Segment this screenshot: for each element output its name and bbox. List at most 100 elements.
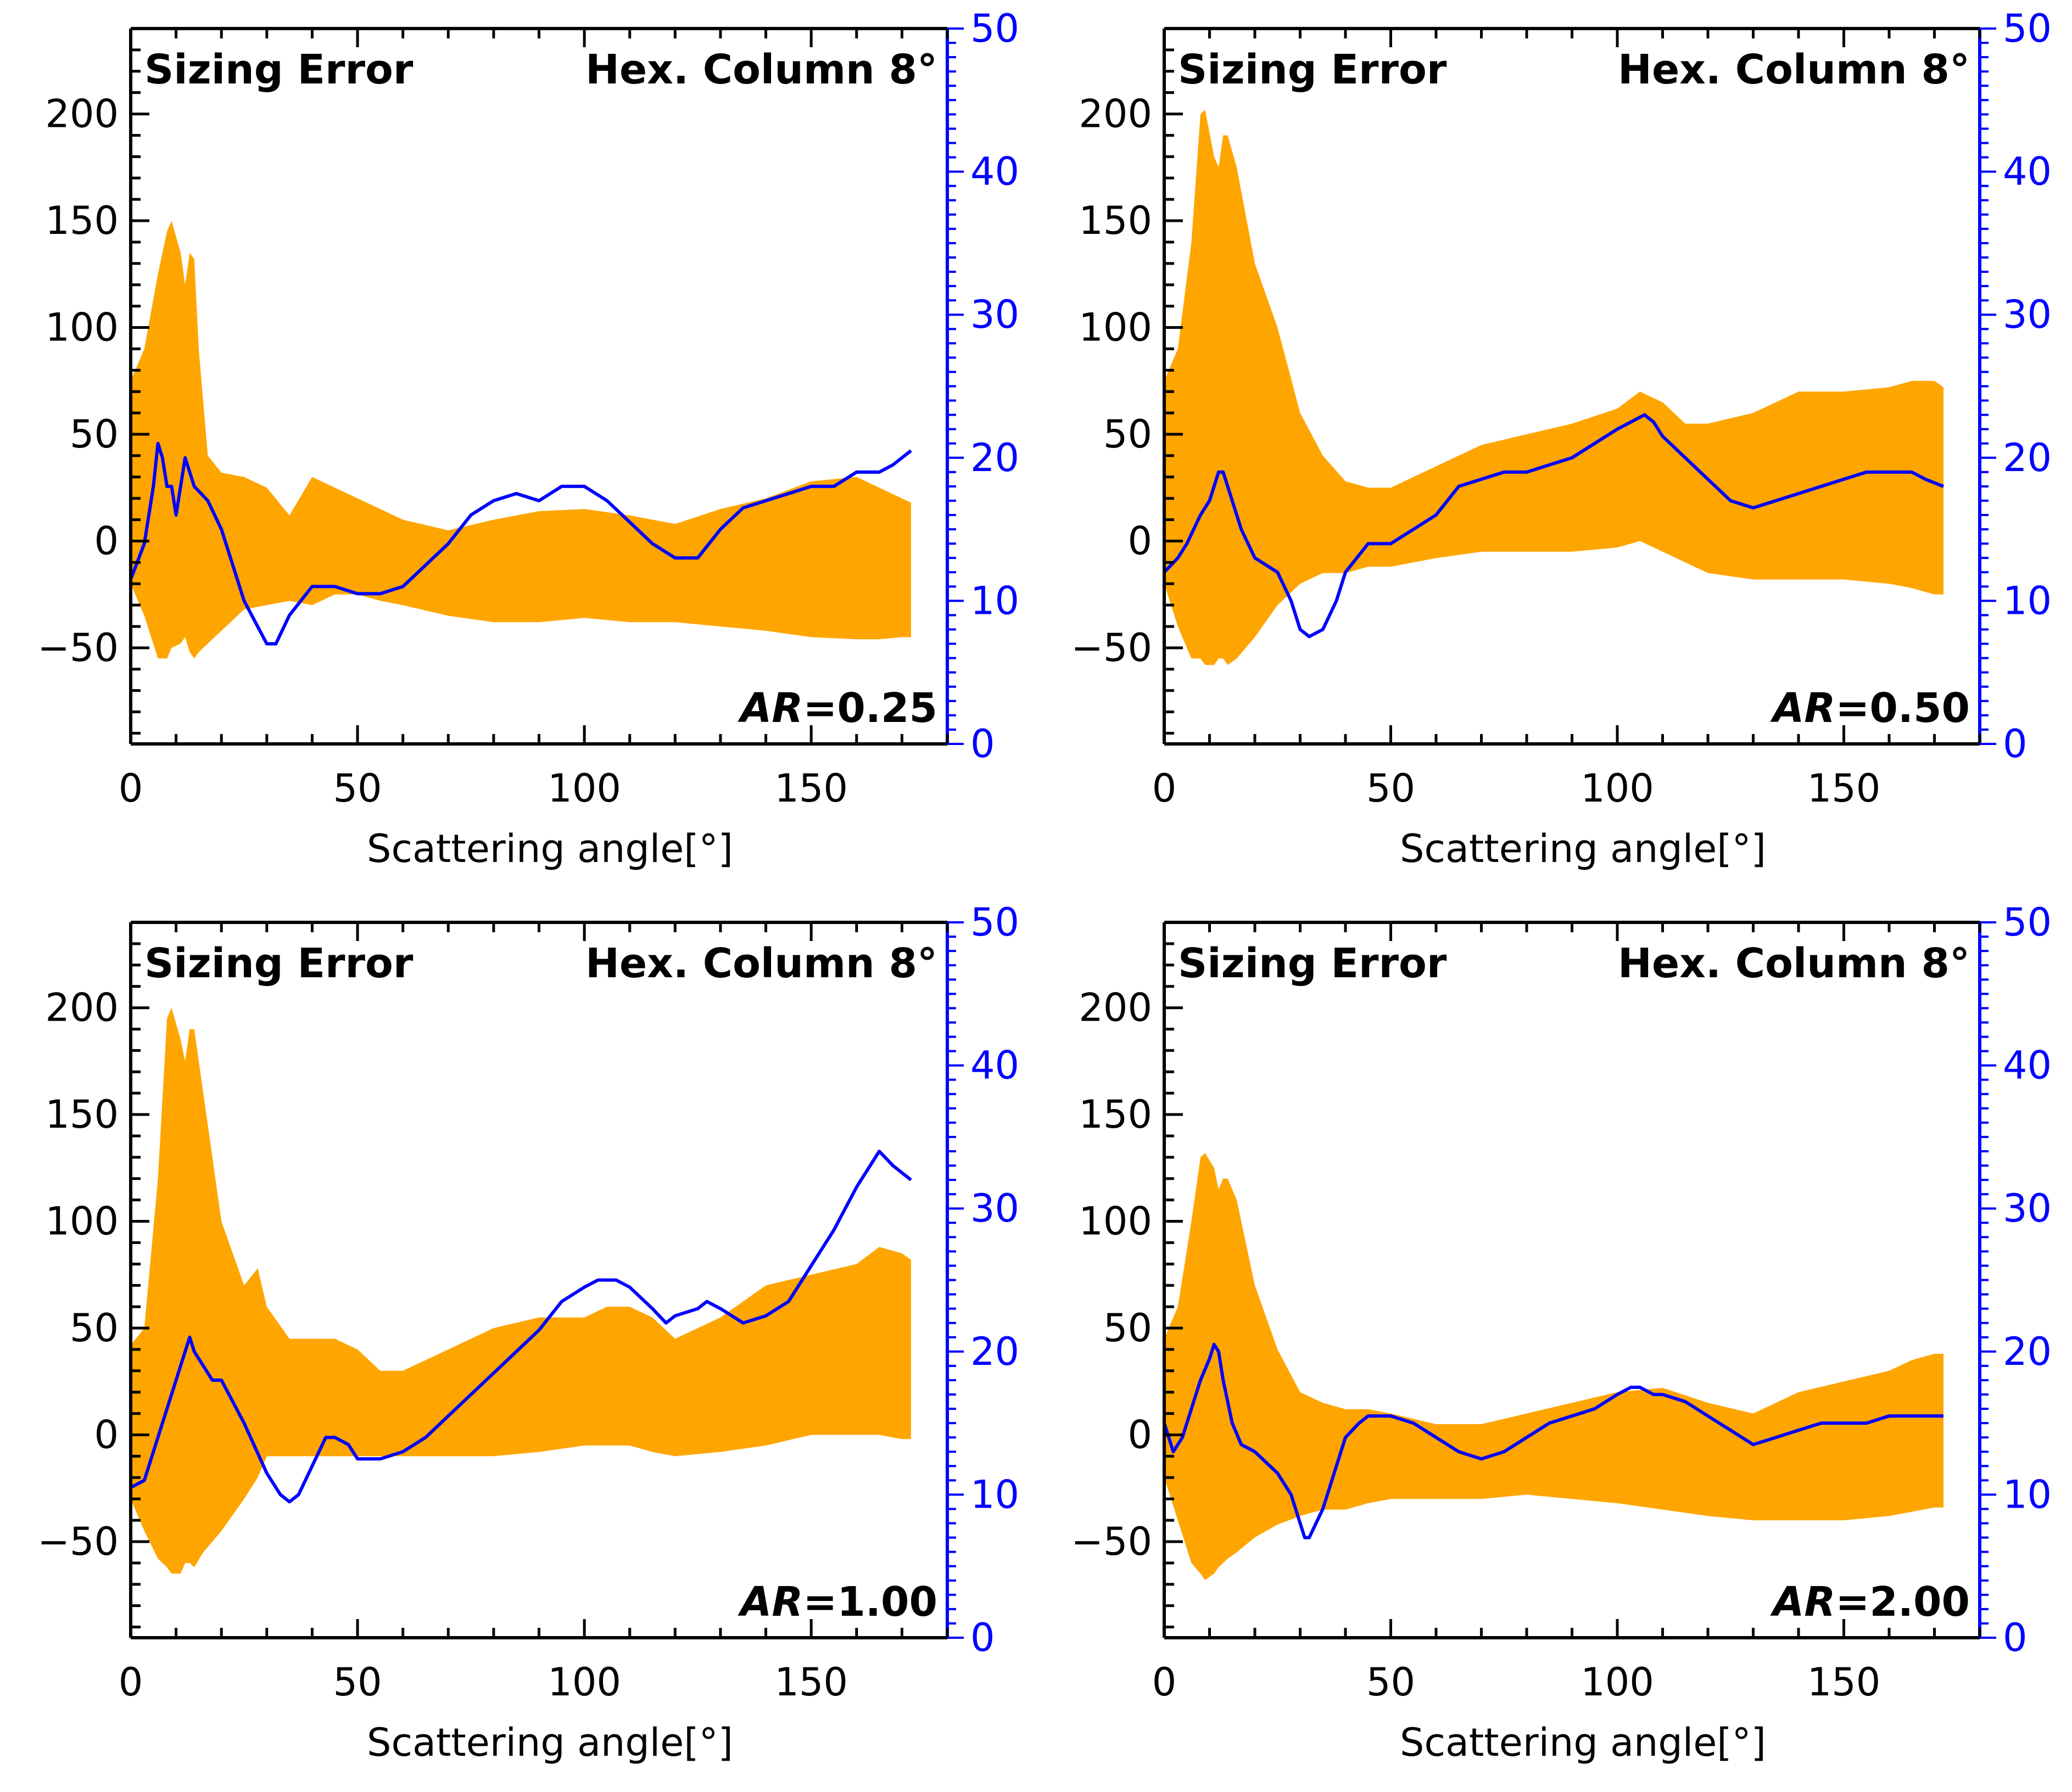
y2-tick-label: 10 bbox=[970, 1472, 1019, 1517]
aspect-ratio-label: AR=2.00 bbox=[1770, 1578, 1970, 1626]
aspect-ratio-symbol: AR bbox=[738, 1578, 803, 1626]
x-tick-label: 100 bbox=[548, 1660, 621, 1705]
y-tick-label: 200 bbox=[1079, 92, 1152, 137]
y-tick-label: 200 bbox=[1079, 985, 1152, 1031]
x-tick-label: 50 bbox=[1366, 766, 1415, 811]
y2-tick-label: 20 bbox=[2003, 435, 2052, 480]
x-tick-label: 150 bbox=[774, 766, 848, 811]
aspect-ratio-value: =1.00 bbox=[803, 1578, 937, 1626]
aspect-ratio-label: AR=1.00 bbox=[738, 1578, 937, 1626]
y2-tick-label: 50 bbox=[970, 6, 1019, 51]
y-tick-label: −50 bbox=[37, 625, 119, 670]
x-axis-label: Scattering angle[°] bbox=[1400, 1720, 1766, 1765]
y2-tick-label: 50 bbox=[970, 900, 1019, 945]
aspect-ratio-label: AR=0.25 bbox=[738, 685, 937, 732]
x-tick-label: 50 bbox=[333, 1660, 382, 1705]
y2-tick-label: 10 bbox=[2003, 578, 2052, 623]
chart-panel-3: 0 50 100 150 −50 0 50 100 150 200 0 10 20 30 40 50 Sizin… bbox=[37, 900, 1019, 1765]
error-band bbox=[1164, 109, 1943, 665]
x-axis-label: Scattering angle[°] bbox=[367, 1720, 733, 1765]
panel-subtitle: Hex. Column 8° bbox=[585, 46, 937, 93]
y-tick-label: 150 bbox=[45, 198, 119, 243]
y2-tick-label: 0 bbox=[970, 1615, 995, 1660]
x-tick-label: 100 bbox=[548, 766, 621, 811]
y2-tick-label: 40 bbox=[970, 1043, 1019, 1088]
y-tick-label: −50 bbox=[1071, 1519, 1152, 1564]
y-tick-label: −50 bbox=[37, 1519, 119, 1564]
error-band bbox=[131, 1007, 911, 1574]
x-tick-label: 150 bbox=[774, 1660, 848, 1705]
x-axis-label: Scattering angle[°] bbox=[367, 826, 733, 871]
chart-panel-2: 0 50 100 150 −50 0 50 100 150 200 0 10 20 30 40 50 Sizin… bbox=[1071, 6, 2052, 871]
x-tick-label: 0 bbox=[119, 766, 143, 811]
y-tick-label: 50 bbox=[70, 412, 119, 457]
y2-tick-label: 30 bbox=[970, 1186, 1019, 1231]
x-tick-label: 0 bbox=[1152, 1660, 1177, 1705]
y2-tick-label: 50 bbox=[2003, 900, 2052, 945]
aspect-ratio-symbol: AR bbox=[1770, 1578, 1835, 1626]
y2-tick-label: 20 bbox=[970, 1329, 1019, 1374]
panel-title: Sizing Error bbox=[144, 940, 414, 987]
aspect-ratio-symbol: AR bbox=[738, 685, 803, 732]
x-tick-label: 0 bbox=[119, 1660, 143, 1705]
series-line bbox=[1163, 413, 1945, 639]
series-line bbox=[129, 441, 912, 646]
chart-panel-4: 0 50 100 150 −50 0 50 100 150 200 0 10 20 30 40 50 Sizin… bbox=[1071, 900, 2052, 1765]
y2-tick-label: 40 bbox=[2003, 149, 2052, 194]
y2-tick-label: 30 bbox=[2003, 1186, 2052, 1231]
y-tick-label: 200 bbox=[45, 92, 119, 137]
y-tick-label: 50 bbox=[1103, 1306, 1152, 1351]
y-tick-label: 100 bbox=[1079, 1199, 1152, 1244]
y2-tick-label: 0 bbox=[2003, 721, 2028, 766]
aspect-ratio-symbol: AR bbox=[1770, 685, 1835, 732]
aspect-ratio-value: =0.50 bbox=[1835, 685, 1970, 732]
y2-tick-label: 50 bbox=[2003, 6, 2052, 51]
y2-tick-label: 30 bbox=[2003, 292, 2052, 337]
y-tick-label: 0 bbox=[1127, 518, 1152, 563]
y-tick-label: 100 bbox=[1079, 305, 1152, 350]
y2-tick-label: 10 bbox=[970, 578, 1019, 623]
y-tick-label: 0 bbox=[1127, 1412, 1152, 1457]
y2-tick-label: 20 bbox=[970, 435, 1019, 480]
x-tick-label: 100 bbox=[1580, 766, 1654, 811]
panel-subtitle: Hex. Column 8° bbox=[1618, 940, 1970, 987]
y2-tick-label: 40 bbox=[2003, 1043, 2052, 1088]
panel-title: Sizing Error bbox=[144, 46, 414, 93]
y2-tick-label: 40 bbox=[970, 149, 1019, 194]
panel-subtitle: Hex. Column 8° bbox=[585, 940, 937, 987]
panel-subtitle: Hex. Column 8° bbox=[1618, 46, 1970, 93]
y2-tick-label: 0 bbox=[2003, 1615, 2028, 1660]
y2-tick-label: 0 bbox=[970, 721, 995, 766]
error-band bbox=[131, 221, 911, 659]
y2-tick-label: 20 bbox=[2003, 1329, 2052, 1374]
aspect-ratio-label: AR=0.50 bbox=[1770, 685, 1970, 732]
y-tick-label: −50 bbox=[1071, 625, 1152, 670]
x-tick-label: 150 bbox=[1807, 1660, 1881, 1705]
y-tick-label: 100 bbox=[45, 1199, 119, 1244]
x-tick-label: 0 bbox=[1152, 766, 1177, 811]
y-tick-label: 50 bbox=[1103, 412, 1152, 457]
y2-tick-label: 10 bbox=[2003, 1472, 2052, 1517]
x-tick-label: 50 bbox=[333, 766, 382, 811]
y-tick-label: 0 bbox=[94, 1412, 119, 1457]
aspect-ratio-value: =2.00 bbox=[1835, 1578, 1970, 1626]
panel-title: Sizing Error bbox=[1178, 46, 1447, 93]
y-tick-label: 50 bbox=[70, 1306, 119, 1351]
y-tick-label: 150 bbox=[1079, 1092, 1152, 1137]
chart-panel-1: 0 50 100 150 −50 0 50 100 150 200 0 10 20 30 40 50 Sizin… bbox=[37, 6, 1019, 871]
panel-title: Sizing Error bbox=[1178, 940, 1447, 987]
x-tick-label: 100 bbox=[1580, 1660, 1654, 1705]
series-line bbox=[130, 1150, 912, 1504]
y-tick-label: 150 bbox=[45, 1092, 119, 1137]
x-tick-label: 150 bbox=[1807, 766, 1881, 811]
aspect-ratio-value: =0.25 bbox=[803, 685, 937, 732]
y-tick-label: 100 bbox=[45, 305, 119, 350]
y-tick-label: 150 bbox=[1079, 198, 1152, 243]
error-band bbox=[1164, 1153, 1943, 1580]
y-tick-label: 200 bbox=[45, 985, 119, 1031]
y2-tick-label: 30 bbox=[970, 292, 1019, 337]
series-line bbox=[1163, 1342, 1943, 1539]
y-tick-label: 0 bbox=[94, 518, 119, 563]
x-axis-label: Scattering angle[°] bbox=[1400, 826, 1766, 871]
